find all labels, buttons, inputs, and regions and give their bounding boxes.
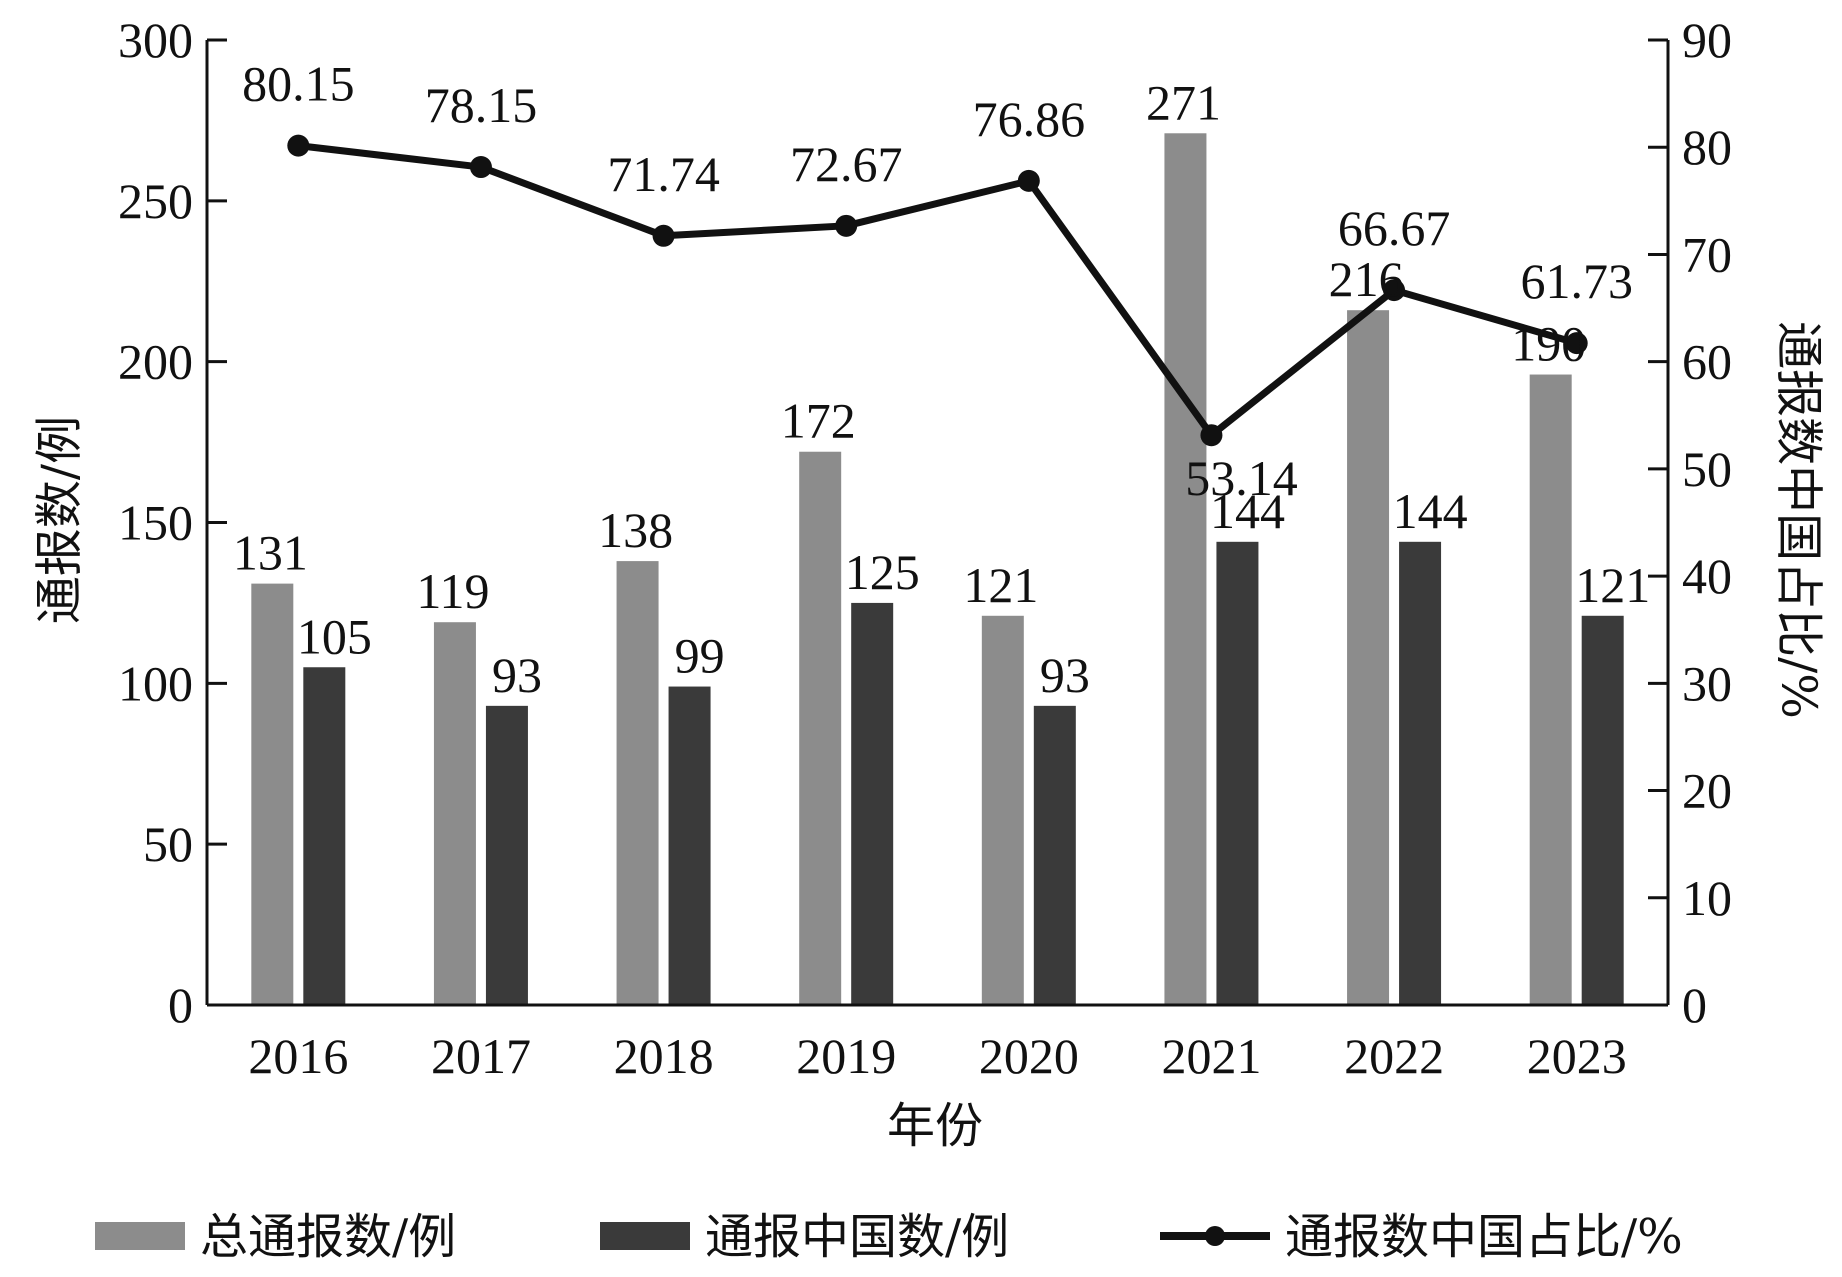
bar-total-2020 bbox=[981, 615, 1024, 1005]
bar-total-2018 bbox=[616, 561, 659, 1005]
y-axis-title: 通报数/例 bbox=[32, 416, 88, 624]
x-axis-title: 年份 bbox=[887, 1098, 983, 1154]
bar-label-total-2017: 119 bbox=[416, 563, 489, 619]
y-tick-label-300: 300 bbox=[118, 12, 193, 68]
legend-marker-share bbox=[1205, 1226, 1225, 1246]
legend-label-china: 通报中国数/例 bbox=[705, 1209, 1009, 1265]
share-label-2017: 78.15 bbox=[425, 77, 538, 133]
y-tick-label-50: 50 bbox=[143, 816, 193, 872]
bar-china-2018 bbox=[668, 686, 711, 1005]
bar-label-china-2021: 144 bbox=[1210, 483, 1285, 539]
legend: 总通报数/例 通报中国数/例 通报数中国占比/% bbox=[95, 1209, 1683, 1265]
share-label-2019: 72.67 bbox=[790, 136, 903, 192]
x-tick-label-2017: 2017 bbox=[431, 1028, 531, 1084]
share-point-2022 bbox=[1383, 279, 1406, 302]
share-point-2016 bbox=[287, 134, 310, 157]
share-point-2018 bbox=[652, 224, 675, 247]
bar-china-2021 bbox=[1216, 541, 1259, 1005]
share-label-2018: 71.74 bbox=[607, 146, 720, 202]
y-tick-label-200: 200 bbox=[118, 334, 193, 390]
share-point-2020 bbox=[1017, 169, 1040, 192]
bar-total-2021 bbox=[1164, 133, 1207, 1006]
x-tick-label-2022: 2022 bbox=[1344, 1028, 1444, 1084]
bar-label-total-2016: 131 bbox=[233, 525, 308, 581]
axes-layer: 0 50 100 150 200 250 300 0 10 20 30 40 50 60 70 80 90 201… bbox=[118, 12, 1732, 1084]
bar-total-2019 bbox=[799, 451, 842, 1005]
y-tick-label-250: 250 bbox=[118, 173, 193, 229]
bar-total-2023 bbox=[1529, 374, 1572, 1005]
bar-total-2016 bbox=[251, 583, 294, 1005]
bar-label-china-2016: 105 bbox=[297, 608, 372, 664]
bar-label-china-2022: 144 bbox=[1393, 483, 1468, 539]
bar-label-total-2023: 190 bbox=[1511, 316, 1586, 372]
bar-total-2022 bbox=[1347, 310, 1390, 1005]
bars-layer bbox=[251, 133, 1624, 1006]
bar-label-china-2018: 99 bbox=[675, 628, 725, 684]
bar-label-total-2022: 216 bbox=[1329, 251, 1404, 307]
share-label-2020: 76.86 bbox=[973, 91, 1086, 147]
y-tick-label-150: 150 bbox=[118, 495, 193, 551]
x-tick-label-2019: 2019 bbox=[796, 1028, 896, 1084]
y-tick-label-100: 100 bbox=[118, 655, 193, 711]
bar-china-2017 bbox=[485, 705, 528, 1005]
y2-tick-label-40: 40 bbox=[1682, 548, 1732, 604]
x-tick-label-2021: 2021 bbox=[1161, 1028, 1261, 1084]
share-label-2016: 80.15 bbox=[242, 56, 355, 112]
x-tick-label-2018: 2018 bbox=[614, 1028, 714, 1084]
bar-label-total-2021: 271 bbox=[1146, 74, 1221, 130]
y2-tick-label-20: 20 bbox=[1682, 763, 1732, 819]
bar-total-2017 bbox=[433, 622, 476, 1005]
y2-tick-label-60: 60 bbox=[1682, 334, 1732, 390]
y2-tick-label-70: 70 bbox=[1682, 226, 1732, 282]
bar-china-2022 bbox=[1399, 541, 1442, 1005]
bar-china-2019 bbox=[851, 602, 894, 1005]
y2-tick-label-0: 0 bbox=[1682, 977, 1707, 1033]
share-label-2021: 53.14 bbox=[1185, 450, 1298, 506]
y2-tick-label-90: 90 bbox=[1682, 12, 1732, 68]
share-point-2021 bbox=[1200, 424, 1223, 447]
bar-china-2023 bbox=[1581, 615, 1624, 1005]
share-point-2019 bbox=[835, 214, 858, 237]
legend-label-total: 总通报数/例 bbox=[200, 1209, 456, 1265]
x-tick-label-2016: 2016 bbox=[248, 1028, 348, 1084]
share-point-2017 bbox=[469, 156, 492, 179]
share-line bbox=[297, 142, 1578, 439]
bar-label-total-2019: 172 bbox=[781, 393, 856, 449]
bar-label-china-2020: 93 bbox=[1040, 647, 1090, 703]
x-tick-label-2023: 2023 bbox=[1527, 1028, 1627, 1084]
bar-label-total-2020: 121 bbox=[963, 557, 1038, 613]
share-label-2022: 66.67 bbox=[1338, 200, 1451, 256]
bar-china-2020 bbox=[1033, 705, 1076, 1005]
legend-swatch-china bbox=[600, 1222, 690, 1250]
bar-label-china-2023: 121 bbox=[1575, 557, 1650, 613]
y2-tick-label-80: 80 bbox=[1682, 119, 1732, 175]
share-point-2023 bbox=[1565, 332, 1588, 355]
y2-axis-title: 通报数中国占比/% bbox=[1771, 321, 1827, 719]
y2-tick-label-10: 10 bbox=[1682, 870, 1732, 926]
share-label-2023: 61.73 bbox=[1520, 253, 1633, 309]
bar-label-total-2018: 138 bbox=[598, 502, 673, 558]
bar-china-2016 bbox=[303, 667, 346, 1005]
bar-label-china-2017: 93 bbox=[492, 647, 542, 703]
line-layer bbox=[287, 134, 1588, 447]
legend-swatch-total bbox=[95, 1222, 185, 1250]
y-tick-label-0: 0 bbox=[168, 977, 193, 1033]
y2-tick-label-50: 50 bbox=[1682, 441, 1732, 497]
y2-tick-label-30: 30 bbox=[1682, 655, 1732, 711]
x-tick-label-2020: 2020 bbox=[979, 1028, 1079, 1084]
legend-label-share: 通报数中国占比/% bbox=[1285, 1209, 1683, 1265]
bar-label-china-2019: 125 bbox=[845, 544, 920, 600]
